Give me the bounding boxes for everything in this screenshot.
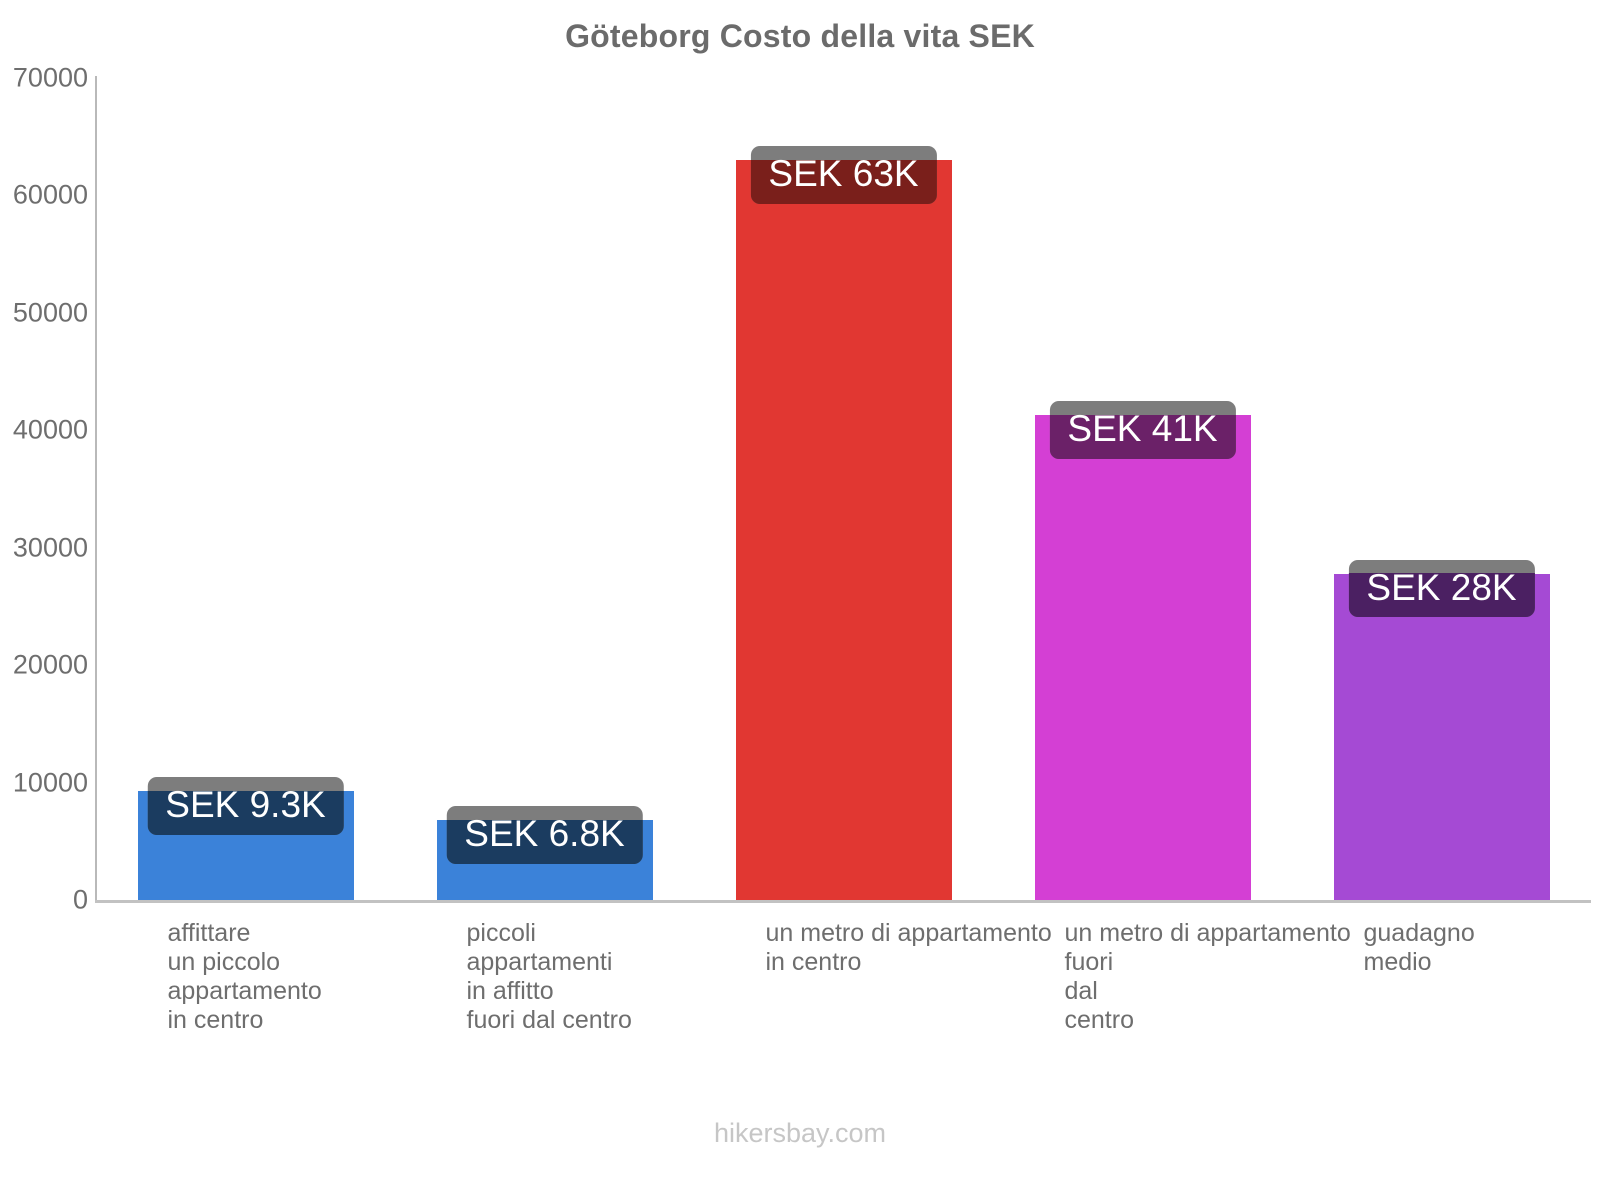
category-label-line: appartamenti bbox=[466, 948, 613, 976]
category-label-line: un piccolo bbox=[167, 948, 281, 976]
bar[interactable] bbox=[1034, 415, 1251, 900]
footer-attribution: hikersbay.com bbox=[713, 1118, 887, 1148]
y-tick-label: 20000 bbox=[12, 649, 88, 680]
badge-fill bbox=[750, 159, 937, 204]
badge-box: SEK 28K bbox=[1348, 559, 1535, 618]
category-label-line: fuori bbox=[1064, 948, 1114, 976]
bar[interactable] bbox=[1333, 573, 1550, 900]
badge-label: SEK 41K bbox=[1067, 408, 1218, 450]
badge-box: SEK 41K bbox=[1049, 401, 1236, 459]
badge-label: SEK 28K bbox=[1366, 566, 1517, 608]
badge-label: SEK 6.8K bbox=[464, 813, 625, 855]
bar-value-badge: SEK 9.3K bbox=[147, 776, 344, 835]
y-tick-label: 70000 bbox=[12, 62, 88, 93]
page-title: Göteborg Costo della vita SEK bbox=[565, 18, 1035, 54]
category-label-line: in centro bbox=[167, 1006, 264, 1034]
y-tick-label: 0 bbox=[72, 884, 88, 915]
category-label: piccoli appartamenti in affitto fuori dal c… bbox=[467, 920, 632, 1036]
category-label-line: appartamento bbox=[167, 977, 322, 1005]
category-label-line: medio bbox=[1363, 948, 1432, 976]
y-axis-line bbox=[95, 76, 97, 902]
category-label-line: un metro di appartamento bbox=[1064, 919, 1351, 947]
badge-label: SEK 63K bbox=[768, 153, 919, 195]
y-tick-label: 40000 bbox=[12, 414, 88, 445]
y-tick-label: 30000 bbox=[12, 532, 88, 563]
bar-value-badge: SEK 6.8K bbox=[446, 806, 643, 864]
y-tick-label: 50000 bbox=[12, 297, 88, 328]
badge-box: SEK 63K bbox=[750, 146, 937, 204]
category-label-line: fuori dal centro bbox=[466, 1006, 632, 1034]
y-tick-label: 60000 bbox=[12, 179, 88, 210]
category-label-line: un metro di appartamento bbox=[765, 919, 1052, 947]
category-label-line: guadagno bbox=[1363, 919, 1475, 947]
badge-box: SEK 6.8K bbox=[446, 806, 643, 864]
category-label-line: in centro bbox=[765, 948, 862, 976]
badge-fill bbox=[147, 790, 344, 835]
category-label-line: affittare bbox=[167, 919, 251, 947]
bar-value-badge: SEK 41K bbox=[1049, 401, 1236, 459]
badge-label: SEK 9.3K bbox=[165, 783, 326, 825]
category-label: un metro di appartamento fuori dal centro bbox=[1065, 920, 1351, 1036]
category-label: guadagno medio bbox=[1364, 920, 1475, 978]
x-axis-line bbox=[95, 900, 1591, 903]
category-label-line: in affitto bbox=[466, 977, 554, 1005]
badge-fill bbox=[1049, 414, 1236, 459]
bar-value-badge: SEK 63K bbox=[750, 146, 937, 204]
category-label: affittare un piccolo appartamento in centro bbox=[168, 920, 322, 1036]
bars-layer bbox=[137, 160, 1550, 900]
badge-fill bbox=[446, 819, 643, 864]
bar-value-badge: SEK 28K bbox=[1348, 559, 1535, 618]
bar[interactable] bbox=[735, 160, 952, 900]
category-label-line: dal bbox=[1064, 977, 1098, 1005]
badge-fill bbox=[1348, 573, 1535, 618]
y-tick-label: 10000 bbox=[12, 767, 88, 798]
category-label-line: centro bbox=[1064, 1006, 1134, 1034]
badge-box: SEK 9.3K bbox=[147, 776, 344, 835]
category-label-line: piccoli bbox=[466, 919, 536, 947]
category-label: un metro di appartamento in centro bbox=[766, 920, 1052, 978]
